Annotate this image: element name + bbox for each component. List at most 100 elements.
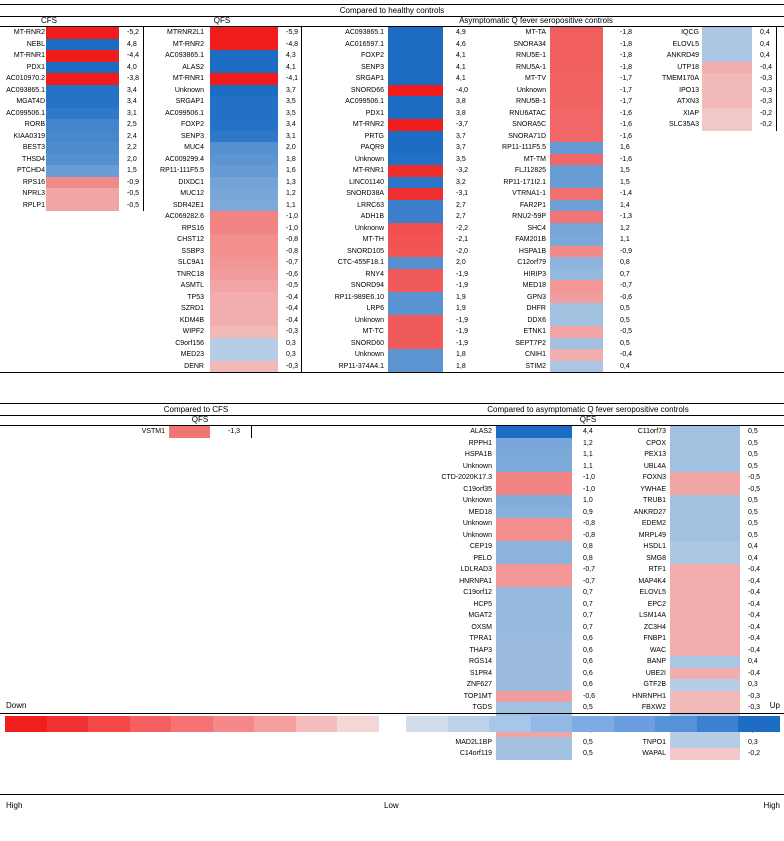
fold-change-value: 3,7	[286, 86, 296, 94]
fold-change-value: 0,6	[583, 681, 593, 688]
gene-name: Unknown	[354, 316, 384, 324]
fold-change-value: -1,6	[620, 109, 633, 117]
gene-name: AC099506.1	[6, 109, 45, 117]
gene-name: PTCHD4	[16, 167, 45, 174]
heatmap-cell	[550, 50, 603, 62]
heatmap-cell	[46, 27, 119, 39]
gene-name: BANP	[646, 658, 666, 665]
fold-change-value: -0,5	[286, 282, 299, 289]
gene-name: WAPAL	[642, 750, 666, 757]
heatmap-cell	[670, 437, 740, 449]
gene-name: ETNK1	[523, 328, 546, 335]
gene-name: ANKRD27	[633, 508, 666, 516]
block-right-border	[251, 426, 252, 438]
fold-change-value: 1,4	[620, 201, 630, 209]
legend-red-segment	[129, 716, 171, 732]
heatmap-cell	[388, 188, 443, 200]
heatmap-cell	[496, 426, 572, 438]
fold-change-value: 4,8	[127, 40, 137, 48]
fold-change-value: 0,5	[748, 520, 758, 527]
gene-name: MT-TH	[362, 236, 384, 243]
fold-change-value: -0,5	[620, 328, 633, 335]
heatmap-cell	[388, 38, 443, 50]
gene-name: AC010970.2	[6, 75, 45, 82]
gene-name: LSM14A	[639, 612, 666, 619]
heatmap-cell	[496, 702, 572, 714]
heatmap-cell	[670, 644, 740, 656]
gene-name: MT-TV	[525, 75, 546, 82]
heatmap-cell	[210, 303, 278, 315]
fold-change-value: 1,5	[620, 167, 630, 174]
gene-name: GPN3	[526, 293, 546, 301]
heatmap-cell	[496, 690, 572, 702]
heatmap-cell	[550, 326, 603, 338]
heatmap-cell	[670, 748, 740, 760]
heatmap-cell	[670, 483, 740, 495]
qfs-column-header: QFS	[213, 16, 231, 25]
heatmap-cell	[702, 27, 752, 39]
fold-change-value: -0,4	[286, 305, 299, 312]
fold-change-value: -0,4	[748, 623, 761, 631]
heatmap-cell	[388, 176, 443, 188]
fold-change-value: 1,6	[286, 167, 296, 174]
heatmap-cell	[702, 107, 752, 119]
gene-name: PRTG	[364, 132, 384, 140]
mid-column-underline	[0, 425, 784, 426]
heatmap-cell	[496, 679, 572, 691]
heatmap-cell	[550, 119, 603, 131]
fold-change-value: -1,9	[456, 270, 469, 278]
gene-name: FOXP2	[181, 121, 204, 128]
heatmap-cell	[388, 130, 443, 142]
fold-change-value: -1,3	[620, 213, 633, 220]
heatmap-cell	[496, 656, 572, 668]
legend-low-label: Low	[384, 801, 399, 810]
fold-change-value: -0,4	[748, 600, 761, 608]
heatmap-cell	[388, 314, 443, 326]
gene-name: MT-TA	[525, 29, 546, 36]
legend-blue-segment	[489, 716, 531, 732]
gene-name: YWHAE	[640, 485, 666, 493]
gene-name: IQCG	[681, 29, 699, 36]
legend-blue-segment	[572, 716, 614, 732]
gene-name: TRUB1	[643, 497, 666, 504]
legend-red-segment	[254, 716, 296, 732]
gene-name: ELOVL5	[639, 589, 666, 596]
heatmap-cell	[550, 303, 603, 315]
heatmap-cell	[210, 73, 278, 85]
fold-change-value: -4,4	[127, 52, 140, 59]
fold-change-value: 0,7	[620, 270, 630, 278]
fold-change-value: 3,7	[456, 132, 466, 140]
legend-blue-segment	[406, 716, 448, 732]
fold-change-value: 0,4	[748, 658, 758, 665]
legend-blue-segment	[613, 716, 655, 732]
heatmap-cell	[210, 337, 278, 349]
gene-name: SZRD1	[181, 305, 204, 312]
fold-change-value: 3,5	[286, 98, 296, 105]
heatmap-cell	[210, 142, 278, 154]
heatmap-cell	[388, 291, 443, 303]
gene-name: FOXP2	[361, 52, 384, 59]
legend-blue-segment	[530, 716, 572, 732]
gene-name: THAP3	[469, 646, 492, 654]
fold-change-value: 0,4	[748, 543, 758, 550]
fold-change-value: 0,8	[583, 543, 593, 550]
gene-name: LDLRAD3	[460, 566, 492, 573]
fold-change-value: -0,6	[620, 293, 633, 301]
gene-name: TNPO1	[642, 738, 666, 746]
gene-name: SLC9A1	[177, 259, 204, 266]
block-right-border	[301, 27, 302, 372]
heatmap-cell	[670, 679, 740, 691]
gene-name: TNRC18	[176, 270, 204, 278]
heatmap-cell	[550, 245, 603, 257]
legend-up-label: Up	[769, 701, 780, 710]
fold-change-value: 0,5	[748, 451, 758, 458]
gene-name: RPS16	[22, 178, 45, 186]
gene-name: MED23	[180, 351, 204, 358]
heatmap-cell	[496, 575, 572, 587]
cfs-column-header: CFS	[41, 16, 57, 25]
legend-blue-segment	[696, 716, 738, 732]
gene-name: MED18	[468, 508, 492, 516]
heatmap-cell	[670, 564, 740, 576]
gene-name: RNU6ATAC	[509, 109, 546, 117]
gene-name: PELO	[473, 554, 492, 562]
